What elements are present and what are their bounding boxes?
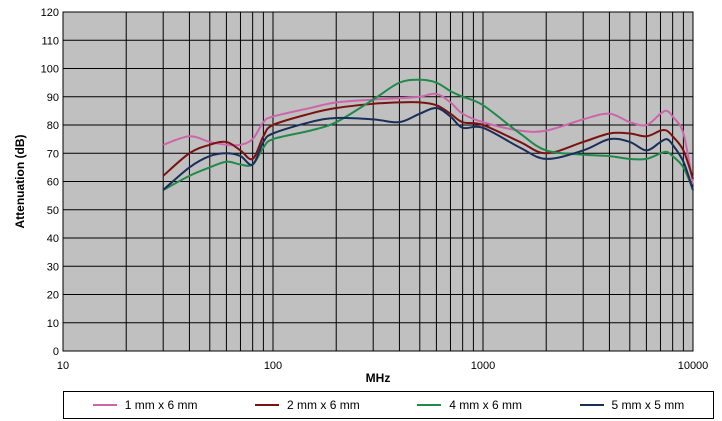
series-line <box>162 78 694 191</box>
y-tick-label: 20 <box>47 290 59 302</box>
attenuation-chart: 0 10 20 30 40 50 60 70 80 90 100 110 120 10 100 1000 100… <box>13 7 709 385</box>
legend-swatch <box>579 404 604 406</box>
legend-label: 1 mm x 6 mm <box>124 398 198 412</box>
legend-swatch <box>92 404 117 406</box>
y-tick-label: 120 <box>41 7 59 19</box>
y-tick-label: 100 <box>41 64 59 76</box>
y-tick-label: 0 <box>53 346 59 358</box>
series-line <box>162 101 694 180</box>
x-axis-label: MHz <box>366 371 391 385</box>
y-tick-label: 30 <box>47 261 59 273</box>
y-axis-label: Attenuation (dB) <box>13 135 27 229</box>
series-line <box>162 107 694 191</box>
y-tick-label: 110 <box>41 35 59 47</box>
legend: 1 mm x 6 mm 2 mm x 6 mm 4 mm x 6 mm 5 mm x … <box>63 391 714 419</box>
x-tick-label: 100 <box>264 360 282 372</box>
legend-swatch <box>255 404 280 406</box>
y-tick-label: 60 <box>47 177 59 189</box>
y-tick-label: 90 <box>47 92 59 104</box>
series-lines <box>162 78 694 191</box>
y-tick-label: 40 <box>47 233 59 245</box>
x-tick-label: 10 <box>57 360 69 372</box>
legend-label: 4 mm x 6 mm <box>449 398 522 412</box>
x-tick-label: 1000 <box>471 360 495 372</box>
legend-item: 2 mm x 6 mm <box>255 398 360 412</box>
legend-item: 4 mm x 6 mm <box>417 398 522 412</box>
tick-labels: 0 10 20 30 40 50 60 70 80 90 100 110 120 10 100 1000 100… <box>41 7 709 372</box>
series-line <box>162 92 694 185</box>
x-tick-label: 10000 <box>678 360 709 372</box>
legend-item: 1 mm x 6 mm <box>92 398 198 412</box>
legend-swatch <box>417 404 442 406</box>
y-tick-label: 70 <box>47 148 59 160</box>
y-tick-label: 50 <box>47 205 59 217</box>
legend-label: 5 mm x 5 mm <box>611 398 685 412</box>
y-tick-label: 10 <box>47 318 59 330</box>
legend-item: 5 mm x 5 mm <box>579 398 685 412</box>
legend-label: 2 mm x 6 mm <box>287 398 360 412</box>
y-tick-label: 80 <box>47 120 59 132</box>
